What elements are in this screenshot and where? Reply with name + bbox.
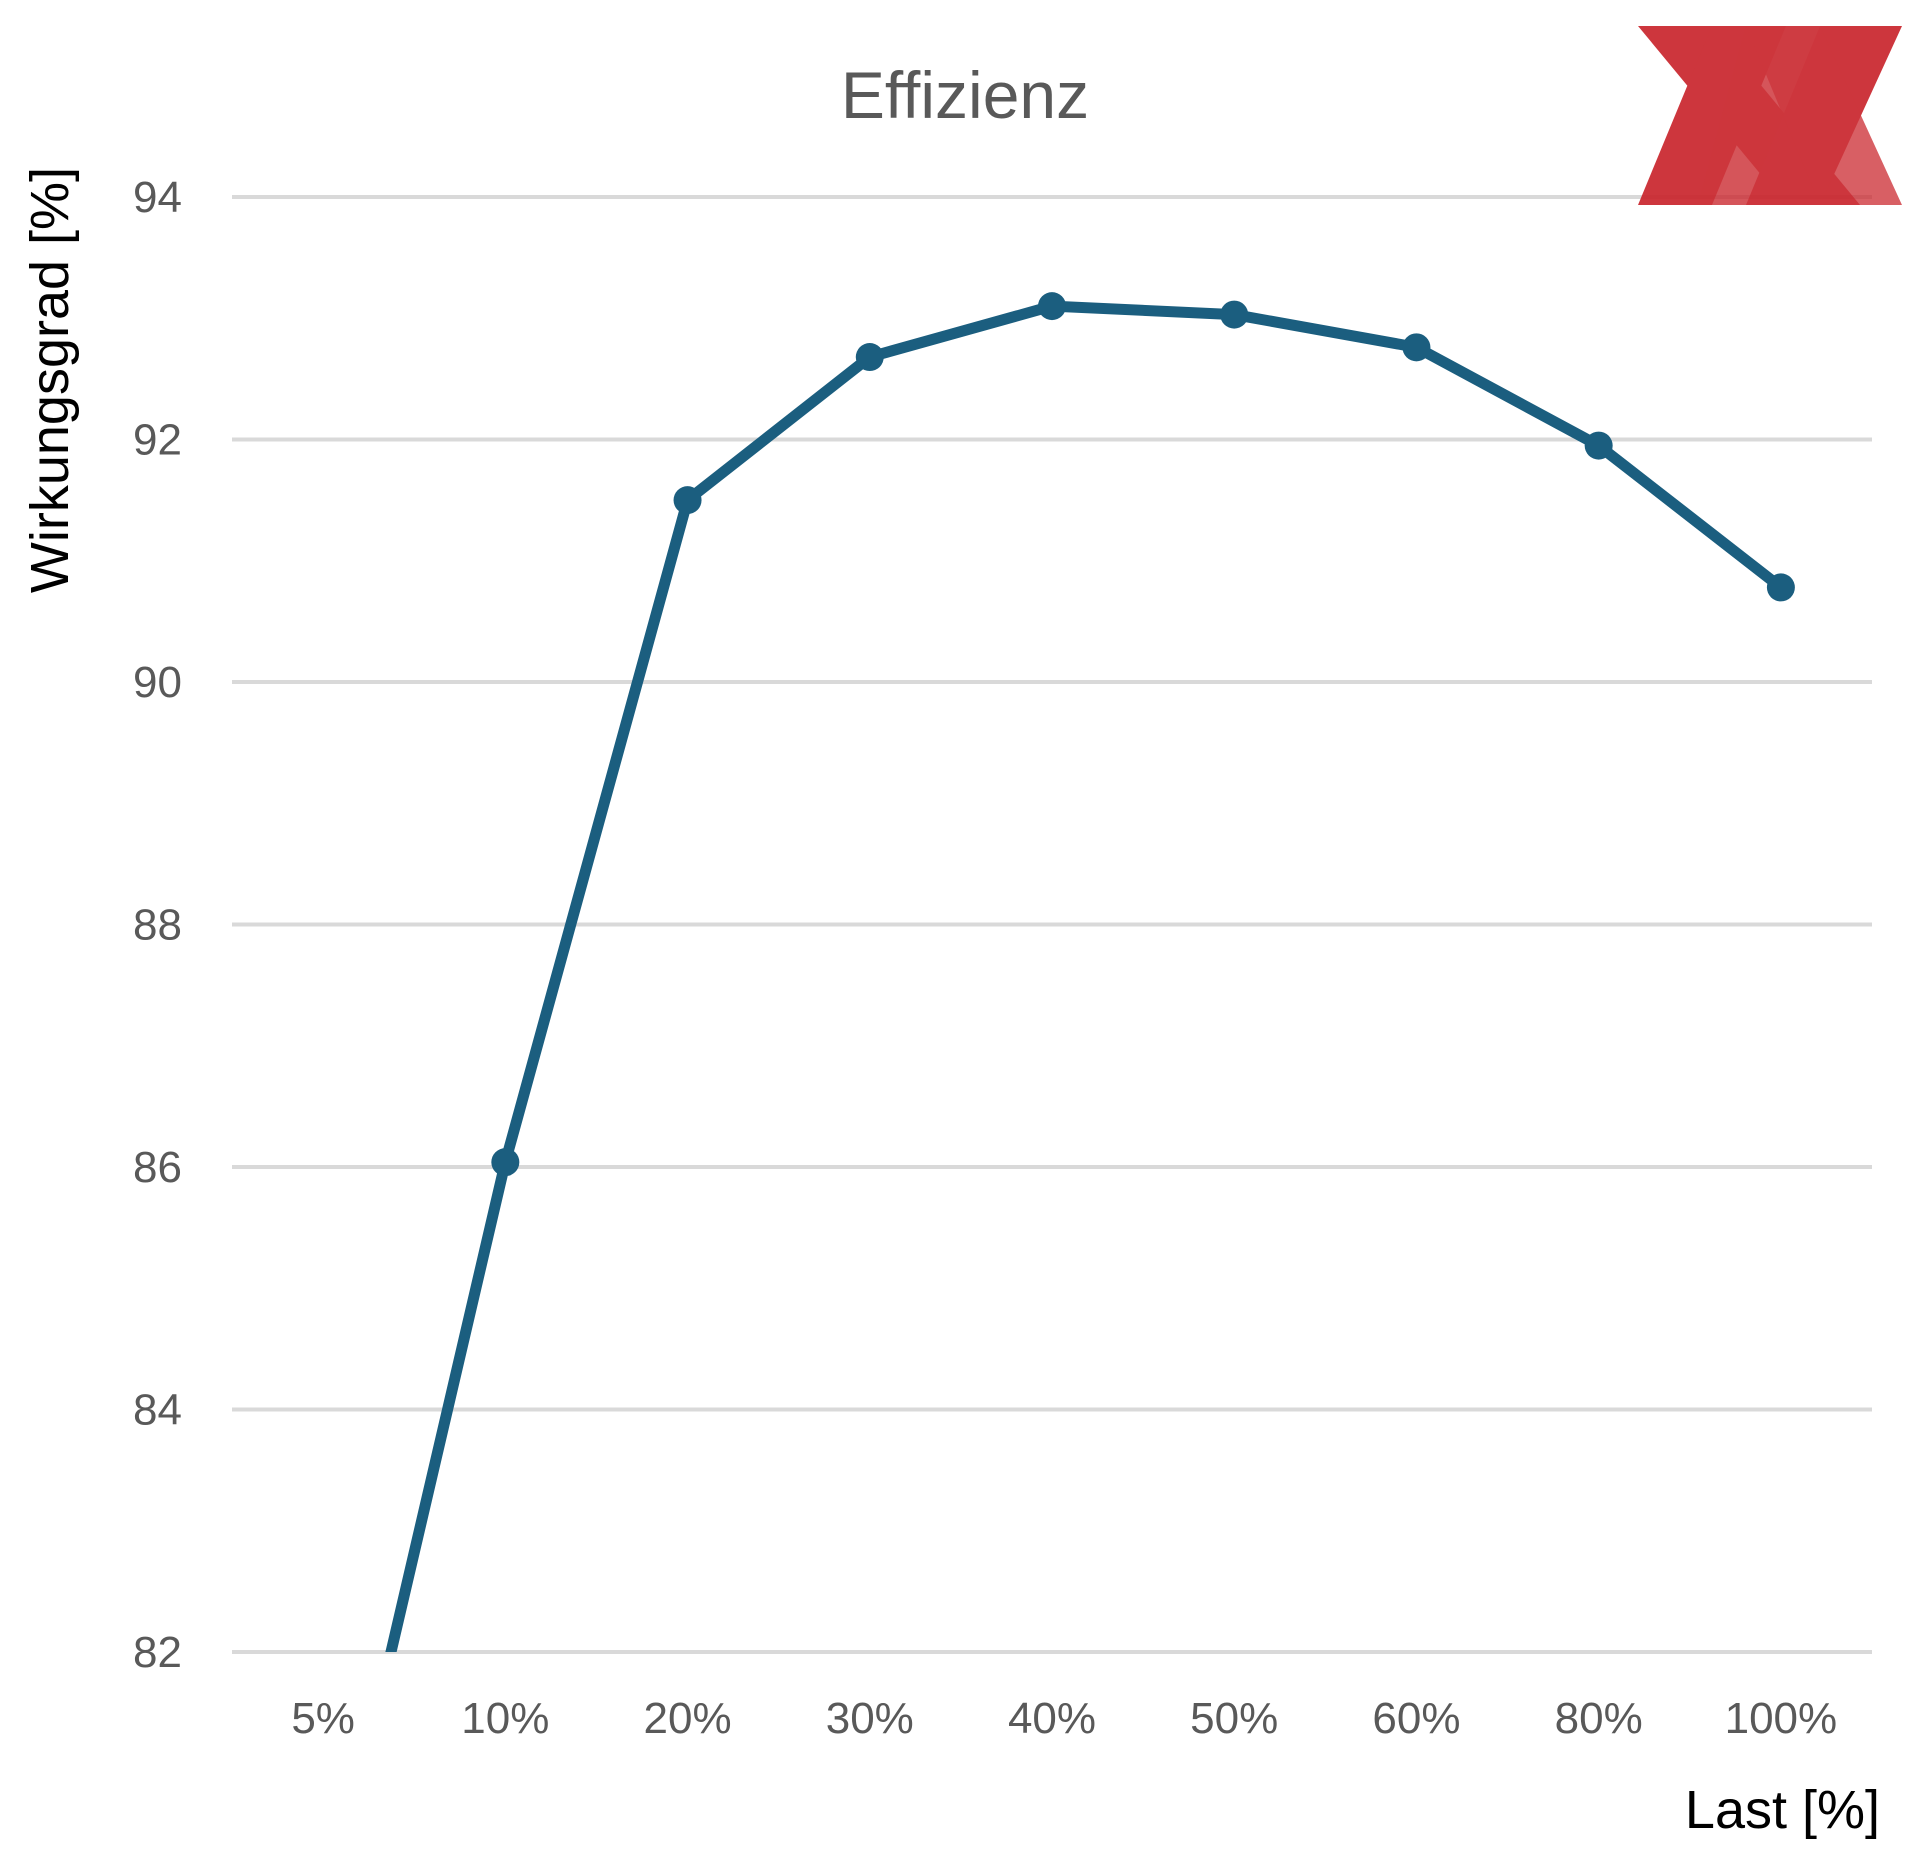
gridlines bbox=[232, 195, 1872, 1654]
x-tick-label-1: 10% bbox=[461, 1694, 549, 1743]
data-point-10pct bbox=[491, 1148, 520, 1177]
x-tick-label-3: 30% bbox=[826, 1694, 914, 1743]
y-tick-label-84: 84 bbox=[133, 1386, 182, 1435]
x-tick-label-0: 5% bbox=[291, 1694, 355, 1743]
x-tick-label-2: 20% bbox=[644, 1694, 732, 1743]
x-tick-label-7: 80% bbox=[1555, 1694, 1643, 1743]
data-point-100pct bbox=[1766, 573, 1795, 602]
data-point-50pct bbox=[1220, 300, 1249, 329]
data-point-30pct bbox=[855, 343, 884, 372]
y-tick-label-92: 92 bbox=[133, 416, 182, 465]
y-tick-labels: 82 84 86 88 90 92 94 bbox=[133, 173, 182, 1677]
x-tick-label-6: 60% bbox=[1372, 1694, 1460, 1743]
data-point-20pct bbox=[673, 486, 702, 515]
y-tick-label-88: 88 bbox=[133, 901, 182, 950]
x-tick-label-4: 40% bbox=[1008, 1694, 1096, 1743]
y-tick-label-90: 90 bbox=[133, 658, 182, 707]
data-point-60pct bbox=[1402, 333, 1431, 362]
chart-title: Effizienz bbox=[841, 58, 1089, 132]
y-tick-label-86: 86 bbox=[133, 1143, 182, 1192]
data-point-40pct bbox=[1038, 292, 1066, 321]
x-axis-label: Last [%] bbox=[1685, 1780, 1880, 1840]
y-tick-label-94: 94 bbox=[133, 173, 182, 222]
logo-icon bbox=[1638, 26, 1902, 205]
x-tick-label-8: 100% bbox=[1725, 1694, 1838, 1743]
series-line-0 bbox=[385, 300, 1787, 1652]
y-tick-label-82: 82 bbox=[133, 1628, 182, 1677]
y-axis-label: Wirkungsgrad [%] bbox=[20, 167, 80, 593]
x-tick-labels: 5% 10% 20% 30% 40% 50% 60% 80% 100% bbox=[291, 1694, 1837, 1743]
data-point-80pct bbox=[1584, 431, 1613, 460]
series-line-group bbox=[385, 292, 1795, 1652]
x-tick-label-5: 50% bbox=[1190, 1694, 1278, 1743]
